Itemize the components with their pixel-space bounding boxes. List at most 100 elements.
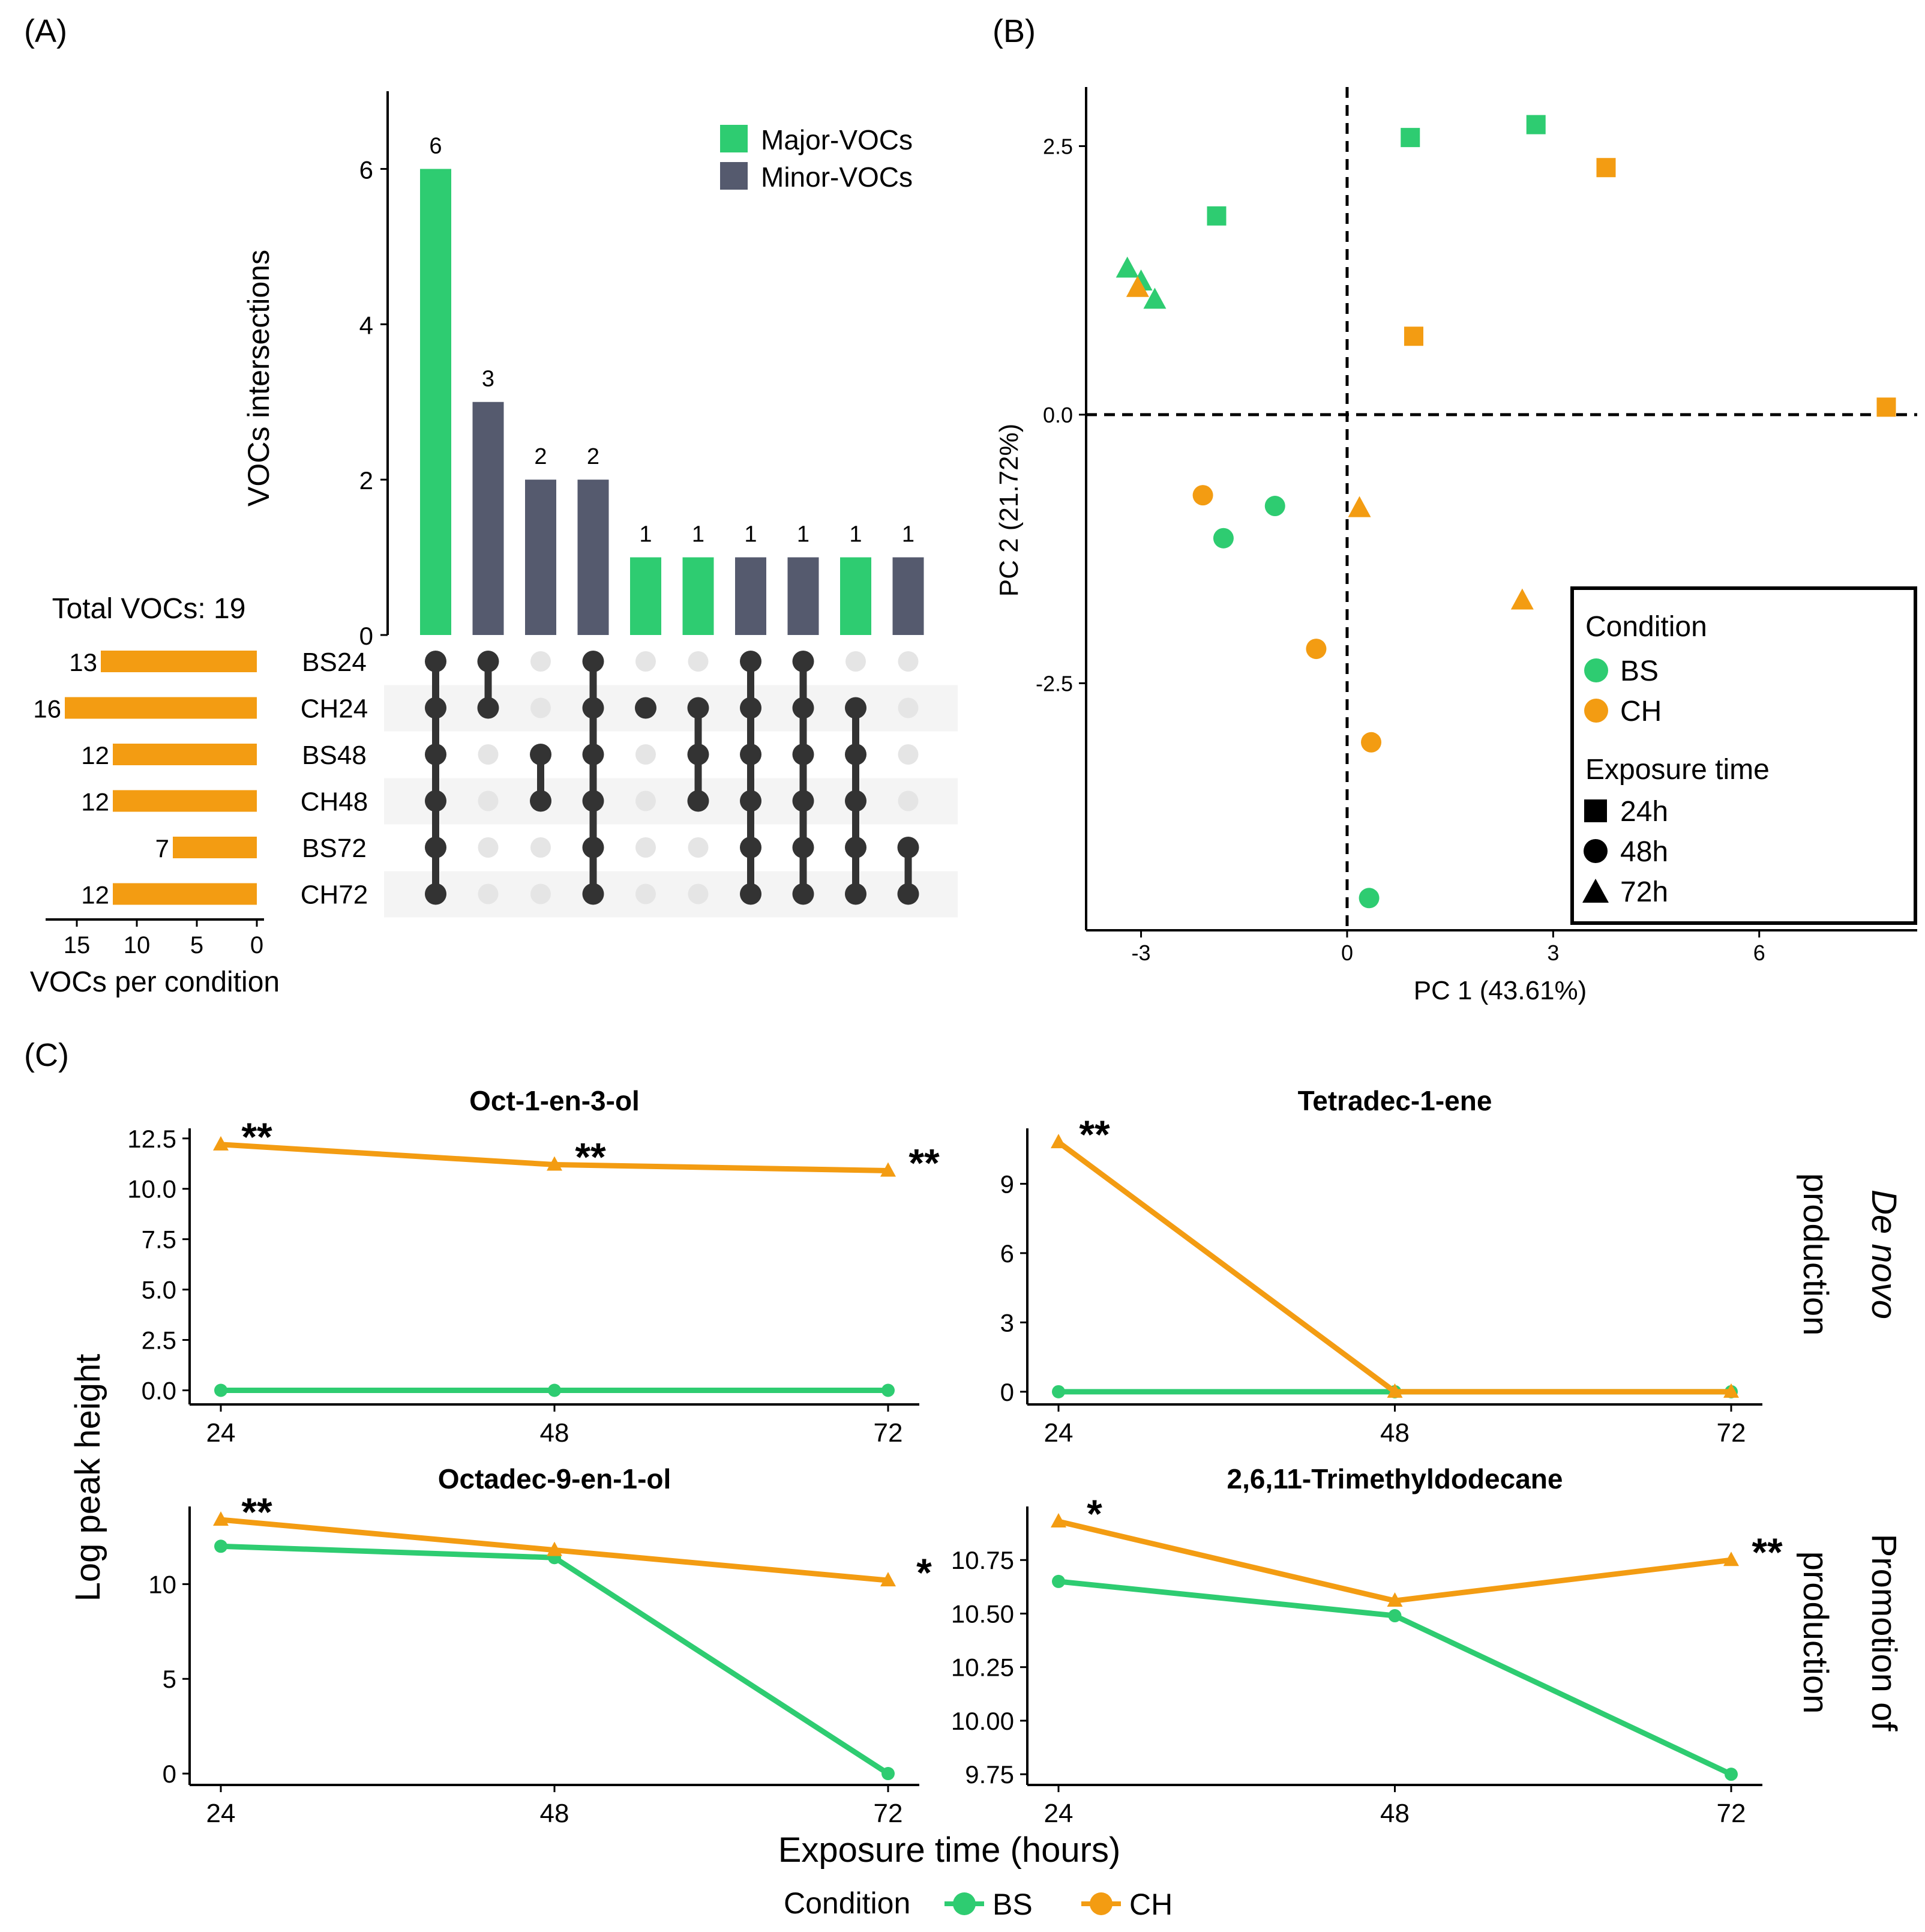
subplot-y-tick-label: 10.00 [951, 1707, 1014, 1735]
series-point-ch [1387, 1592, 1403, 1607]
matrix-dot-filled [425, 837, 446, 858]
significance-marker: ** [575, 1134, 606, 1179]
pca-point-square [1526, 115, 1546, 134]
matrix-dot-empty [635, 744, 656, 765]
legend-major-swatch [720, 125, 748, 152]
matrix-dot-empty [478, 744, 499, 765]
matrix-dot-filled [582, 790, 604, 812]
subplot-y-tick-label: 0.0 [142, 1376, 176, 1404]
subplot-x-tick-label: 24 [206, 1418, 236, 1448]
subplot-y-tick-label: 7.5 [142, 1226, 176, 1254]
subplot-y-tick-label: 2.5 [142, 1326, 176, 1355]
panel-b-label: (B) [993, 13, 1036, 49]
subplot-title: Tetradec-1-ene [1298, 1085, 1492, 1116]
matrix-dot-filled [687, 790, 709, 812]
matrix-dot-filled [740, 883, 761, 905]
matrix-dot-empty [478, 883, 499, 904]
subplot-x-tick-label: 72 [874, 1418, 903, 1448]
intersection-count-label: 3 [482, 367, 494, 392]
pca-legend-24h-label: 24h [1620, 796, 1668, 828]
set-x-tick-label: 5 [190, 932, 203, 958]
set-size-label: 7 [155, 834, 169, 862]
matrix-dot-filled [582, 697, 604, 719]
set-name-ch72: CH72 [301, 880, 368, 910]
pca-points [1116, 115, 1896, 909]
set-x-tick-label: 0 [250, 932, 263, 958]
matrix-dot-filled [687, 744, 709, 765]
series-point-ch [1723, 1383, 1739, 1398]
pca-point-triangle [1510, 588, 1534, 610]
matrix-dot-filled [845, 837, 866, 858]
set-size-bar [173, 837, 257, 858]
series-point-ch [1387, 1383, 1403, 1398]
matrix-dot-filled [792, 790, 814, 812]
pca-legend-triangle-swatch [1582, 879, 1609, 903]
matrix-dot-filled [792, 883, 814, 905]
pca-point-triangle [1348, 496, 1371, 517]
set-size-label: 12 [81, 741, 109, 769]
significance-marker: ** [241, 1490, 272, 1534]
series-point-ch [880, 1162, 896, 1177]
pca-legend-condition-title: Condition [1585, 611, 1707, 643]
legend-minor-label: Minor-VOCs [761, 161, 913, 193]
subplot-y-tick-label: 10 [148, 1570, 176, 1598]
legend-major-label: Major-VOCs [761, 124, 913, 155]
pca-reference-lines [1086, 87, 1917, 930]
intersection-bars: 6 3 2 2 1 1 1 1 1 1 [420, 133, 924, 635]
intersection-matrix [425, 651, 919, 905]
intersection-count-label: 2 [587, 444, 599, 469]
pca-x-tick-label: 6 [1753, 940, 1765, 965]
panel-c-legend-bs-label: BS [993, 1888, 1033, 1921]
intersection-count-label: 1 [797, 522, 809, 547]
matrix-dot-empty [688, 651, 709, 672]
pca-point-circle [1359, 888, 1380, 909]
series-point-ch [1051, 1134, 1066, 1149]
pca-point-triangle [1126, 275, 1149, 297]
matrix-dot-filled [740, 651, 761, 672]
legend-minor-swatch [720, 162, 748, 190]
pca-point-square [1404, 327, 1423, 346]
set-name-ch48: CH48 [301, 787, 368, 817]
subplot-x-tick-label: 24 [1044, 1799, 1074, 1828]
series-point-ch [547, 1541, 562, 1556]
series-point-bs [214, 1383, 227, 1397]
row-label-promotion-of: Promotion of [1864, 1534, 1903, 1732]
intersection-bar [735, 557, 766, 635]
pca-y-tick-label: 0.0 [1043, 403, 1073, 427]
pca-legend-box [1570, 586, 1917, 925]
pca-point-circle [1213, 528, 1234, 549]
matrix-dot-filled [477, 651, 499, 672]
matrix-dot-filled [530, 744, 551, 765]
set-name-ch24: CH24 [301, 694, 368, 724]
row-label-de-novo-production: production [1796, 1173, 1835, 1336]
matrix-dot-empty [898, 697, 919, 718]
panel-c-label: (C) [24, 1037, 69, 1073]
matrix-stripe [384, 778, 958, 825]
set-size-label: 13 [69, 648, 97, 676]
matrix-dot-filled [582, 883, 604, 905]
y-tick-label: 4 [359, 311, 373, 339]
pca-point-triangle [1143, 287, 1167, 309]
matrix-dot-filled [425, 697, 446, 719]
set-size-bar [113, 744, 257, 765]
pca-legend-bs-swatch [1584, 658, 1608, 682]
set-size-axis-title: VOCs per condition [30, 966, 280, 998]
panel-c-legend-ch-swatch [1090, 1892, 1113, 1915]
panel-a-y-axis-title: VOCs intersections [242, 250, 275, 507]
y-tick-label: 6 [359, 155, 373, 184]
subplot-x-tick-label: 72 [874, 1799, 903, 1828]
matrix-dot-filled [635, 697, 656, 719]
series-point-bs [548, 1383, 561, 1397]
pca-legend-72h-label: 72h [1620, 876, 1668, 908]
total-vocs-label: Total VOCs: 19 [52, 593, 246, 625]
intersection-count-label: 2 [534, 444, 547, 469]
row-label-promotion-production: production [1796, 1551, 1835, 1714]
set-names: BS24 CH24 BS48 CH48 BS72 CH72 [301, 648, 368, 910]
matrix-dot-filled [792, 837, 814, 858]
series-point-bs [214, 1539, 227, 1553]
set-size-x-ticks: 15 10 5 0 [64, 919, 263, 958]
set-size-bar [65, 697, 257, 719]
panel-c-legend-title: Condition [784, 1886, 910, 1920]
intersection-bar [525, 480, 556, 635]
series-point-bs [1052, 1385, 1065, 1398]
